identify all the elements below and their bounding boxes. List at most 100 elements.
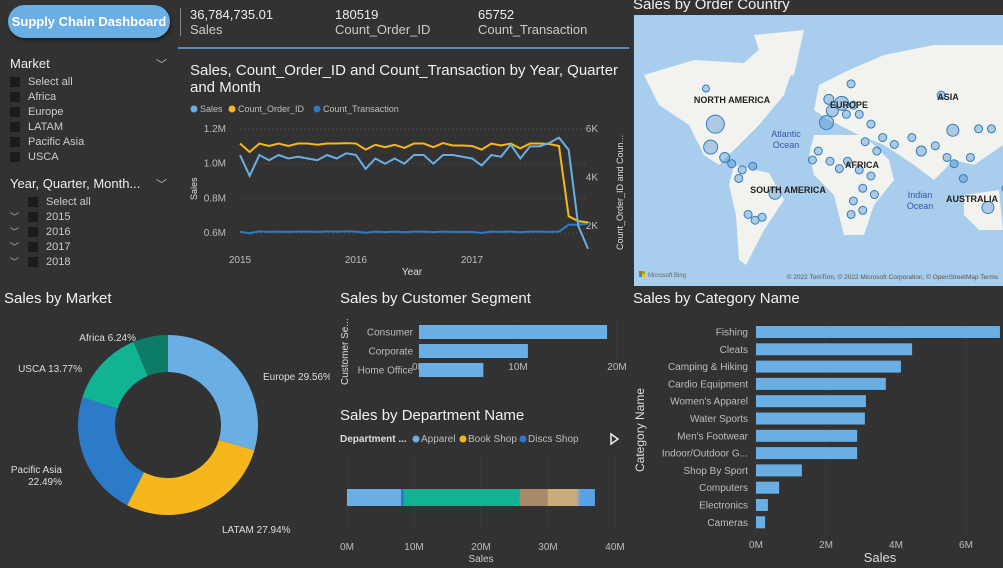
slicer-item[interactable]: LATAM: [10, 119, 63, 134]
country-bubble[interactable]: [705, 114, 725, 134]
country-bubble[interactable]: [757, 212, 767, 222]
slicer-item[interactable]: Africa: [10, 89, 56, 104]
bar[interactable]: [756, 516, 766, 529]
country-bubble[interactable]: [946, 123, 960, 137]
country-bubble[interactable]: [727, 159, 737, 169]
country-bubble[interactable]: [818, 115, 834, 131]
slicer-item[interactable]: Pacific Asia: [10, 134, 84, 149]
checkbox[interactable]: [28, 256, 38, 267]
bar[interactable]: [756, 360, 901, 373]
country-bubble[interactable]: [949, 159, 959, 169]
country-bubble[interactable]: [965, 152, 975, 162]
country-bubble[interactable]: [915, 145, 927, 157]
checkbox[interactable]: [10, 136, 20, 147]
country-bubble[interactable]: [748, 161, 758, 171]
country-bubble[interactable]: [889, 139, 899, 149]
country-bubble[interactable]: [858, 183, 868, 193]
bar-segment[interactable]: [403, 489, 520, 506]
country-bubble[interactable]: [854, 109, 864, 119]
checkbox[interactable]: [28, 196, 38, 207]
country-bubble[interactable]: [936, 90, 946, 100]
sales-map[interactable]: NORTH AMERICA EUROPEASIAAtlanticOceanAFRI…: [634, 15, 1003, 286]
bar[interactable]: [756, 395, 866, 408]
bar[interactable]: [756, 326, 1000, 338]
country-bubble[interactable]: [848, 196, 858, 206]
bar[interactable]: [756, 464, 802, 477]
checkbox[interactable]: [28, 211, 38, 222]
country-bubble[interactable]: [768, 186, 782, 200]
country-bubble[interactable]: [737, 165, 747, 175]
country-bubble[interactable]: [825, 156, 835, 166]
country-bubble[interactable]: [869, 190, 879, 200]
bar[interactable]: [756, 412, 865, 425]
country-bubble[interactable]: [930, 141, 940, 151]
checkbox[interactable]: [10, 151, 20, 162]
checkbox[interactable]: [28, 226, 38, 237]
slicer-item[interactable]: Europe: [10, 104, 63, 119]
bar[interactable]: [419, 325, 608, 339]
bar[interactable]: [756, 429, 858, 442]
bar[interactable]: [756, 481, 780, 494]
country-bubble[interactable]: [823, 93, 835, 105]
slicer-item[interactable]: USCA: [10, 149, 59, 164]
country-bubble[interactable]: [958, 173, 968, 183]
country-bubble[interactable]: [703, 139, 719, 155]
bar[interactable]: [419, 363, 484, 377]
country-bubble[interactable]: [854, 165, 864, 175]
slicer-item[interactable]: Select all: [10, 74, 73, 89]
country-bubble[interactable]: [843, 156, 853, 166]
country-bubble[interactable]: [872, 146, 882, 156]
country-bubble[interactable]: [848, 100, 858, 110]
country-bubble[interactable]: [846, 79, 856, 89]
slicer-item[interactable]: ﹀ 2016: [10, 224, 70, 239]
country-bubble[interactable]: [986, 124, 996, 134]
country-bubble[interactable]: [858, 205, 868, 215]
country-bubble[interactable]: [719, 151, 731, 163]
bar[interactable]: [756, 377, 886, 390]
bar[interactable]: [756, 447, 858, 460]
chevron-down-icon[interactable]: ﹀: [156, 59, 167, 71]
chevron-down-icon[interactable]: ﹀: [156, 179, 167, 191]
bar[interactable]: [419, 344, 528, 358]
country-bubble[interactable]: [878, 133, 888, 143]
bar[interactable]: [756, 343, 913, 356]
country-bubble[interactable]: [907, 133, 917, 143]
country-bubble[interactable]: [846, 209, 856, 219]
bar[interactable]: [756, 499, 768, 511]
slicer-item[interactable]: ﹀ 2017: [10, 239, 70, 254]
checkbox[interactable]: [10, 91, 20, 102]
country-bubble[interactable]: [825, 104, 839, 118]
country-bubble[interactable]: [701, 84, 710, 93]
bar-segment[interactable]: [577, 489, 581, 506]
bar-segment[interactable]: [580, 489, 595, 506]
country-bubble[interactable]: [807, 155, 817, 165]
expand-chevron-icon[interactable]: ﹀: [10, 242, 20, 252]
country-bubble[interactable]: [841, 109, 851, 119]
country-bubble[interactable]: [743, 209, 753, 219]
country-bubble[interactable]: [981, 201, 995, 215]
expand-chevron-icon[interactable]: ﹀: [10, 227, 20, 237]
slicer-item[interactable]: ﹀ 2018: [10, 254, 70, 269]
country-bubble[interactable]: [834, 95, 850, 111]
checkbox[interactable]: [10, 106, 20, 117]
bar-segment[interactable]: [519, 489, 548, 506]
country-bubble[interactable]: [974, 124, 984, 134]
slicer-item[interactable]: Select all: [10, 194, 91, 209]
slicer-item[interactable]: ﹀ 2015: [10, 209, 70, 224]
country-bubble[interactable]: [866, 119, 876, 129]
bar-segment[interactable]: [547, 489, 578, 506]
supply-chain-dashboard-button[interactable]: Supply Chain Dashboard: [8, 5, 170, 38]
checkbox[interactable]: [28, 241, 38, 252]
checkbox[interactable]: [10, 121, 20, 132]
expand-chevron-icon[interactable]: ﹀: [10, 257, 20, 267]
expand-chevron-icon[interactable]: ﹀: [10, 212, 20, 222]
country-bubble[interactable]: [942, 152, 952, 162]
country-bubble[interactable]: [734, 173, 744, 183]
bar-segment[interactable]: [347, 489, 402, 506]
country-bubble[interactable]: [860, 137, 870, 147]
country-bubble[interactable]: [813, 146, 823, 156]
next-arrow-icon[interactable]: [610, 432, 620, 446]
country-bubble[interactable]: [834, 164, 844, 174]
country-bubble[interactable]: [866, 171, 876, 181]
checkbox[interactable]: [10, 76, 20, 87]
